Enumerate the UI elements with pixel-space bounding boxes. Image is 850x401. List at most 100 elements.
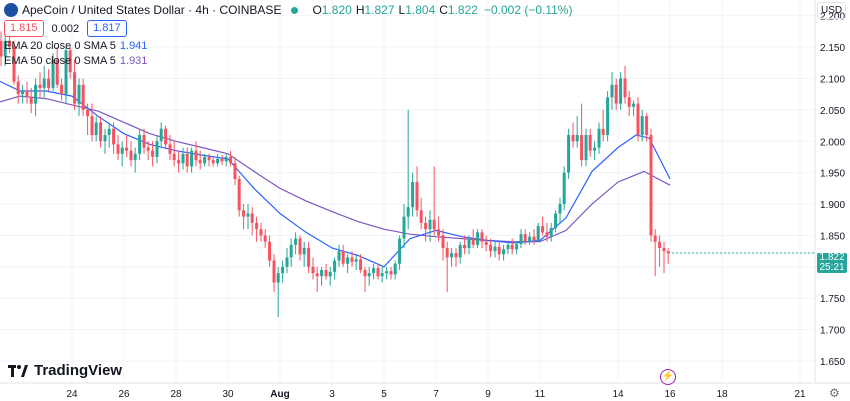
candle — [133, 147, 137, 173]
candle — [233, 156, 237, 186]
y-tick-label: 2.000 — [820, 137, 845, 148]
candle — [276, 266, 280, 318]
candle-body — [372, 268, 376, 274]
candles — [0, 31, 670, 318]
price-axis[interactable]: 2.200 2.150 2.100 2.050 2.000 1.950 1.900 1.850… — [820, 12, 845, 368]
lightning-icon[interactable]: ⚡ — [660, 369, 676, 385]
candle-body — [367, 273, 371, 277]
candle-body — [415, 182, 419, 211]
candle-body — [489, 244, 493, 252]
y-tick-label: 2.150 — [820, 43, 845, 54]
spread-value: 0.002 — [51, 22, 80, 35]
y-tick-label: 2.050 — [820, 106, 845, 117]
candle-body — [328, 271, 332, 277]
x-tick-label: 16 — [664, 389, 676, 400]
candle — [398, 235, 402, 270]
candle — [450, 248, 454, 267]
currency-selector[interactable]: USD — [817, 2, 846, 19]
ema20-legend[interactable]: EMA 20 close 0 SMA 5 1.941 — [4, 40, 147, 52]
candle-body — [138, 134, 142, 154]
candle-body — [246, 213, 250, 217]
buy-button[interactable]: 1.817 — [87, 20, 127, 37]
candle-body — [619, 78, 623, 104]
ema50-label: EMA 50 close 0 SMA 5 — [4, 55, 116, 67]
candle-body — [285, 257, 289, 267]
candle — [549, 222, 553, 242]
candle — [649, 128, 653, 242]
candle — [619, 72, 623, 110]
tradingview-logo-icon — [8, 364, 28, 377]
x-tick-label: 11 — [535, 389, 546, 400]
candle-body — [497, 246, 501, 255]
candle — [333, 257, 337, 280]
candle-body — [94, 122, 98, 135]
candle-body — [385, 271, 389, 274]
candle-body — [554, 213, 558, 228]
candle-body — [359, 259, 363, 270]
candle — [90, 103, 94, 142]
candle-body — [454, 253, 458, 258]
candle-body — [55, 59, 59, 85]
candle — [55, 47, 59, 88]
candle-body — [51, 59, 55, 88]
candle — [627, 91, 631, 117]
candle — [393, 260, 397, 280]
candle — [42, 65, 46, 98]
gear-icon[interactable]: ⚙ — [829, 386, 840, 400]
ema50-legend[interactable]: EMA 50 close 0 SMA 5 1.931 — [4, 55, 147, 67]
candle-body — [593, 147, 597, 151]
candle-body — [411, 182, 415, 208]
candle-body — [302, 248, 306, 255]
candle — [272, 254, 276, 292]
candle-body — [528, 236, 532, 242]
candle — [51, 53, 55, 92]
legend-header: ApeCoin / United States Dollar · 4h · CO… — [0, 0, 740, 20]
candle — [263, 229, 267, 249]
candle — [476, 229, 480, 249]
sell-button[interactable]: 1.815 — [4, 20, 44, 37]
candle-body — [337, 251, 341, 261]
y-tick-label: 2.200 — [820, 12, 845, 23]
last-price-tag: 1.822 25:21 — [817, 253, 847, 273]
candle — [354, 255, 358, 270]
candle-body — [237, 178, 241, 211]
candle-body — [107, 128, 111, 135]
candle — [411, 172, 415, 217]
candle-body — [21, 91, 25, 95]
time-axis[interactable]: 24 26 28 30 Aug 3 5 7 9 11 14 16 18 21 — [66, 389, 806, 400]
candle-body — [450, 253, 454, 258]
candle — [497, 241, 501, 261]
ema50-value: 1.931 — [119, 55, 148, 67]
candle — [662, 241, 666, 274]
candle — [606, 91, 610, 142]
x-tick-label: 26 — [118, 389, 130, 400]
symbol-title[interactable]: ApeCoin / United States Dollar · 4h · CO… — [22, 3, 282, 17]
candle — [402, 204, 406, 249]
candle-body — [185, 153, 189, 167]
candle-body — [380, 273, 384, 277]
tradingview-logo[interactable]: TradingView — [8, 362, 122, 379]
candle — [168, 134, 172, 161]
candle — [424, 216, 428, 242]
candle — [562, 166, 566, 211]
candle — [454, 248, 458, 267]
y-tick-label: 1.650 — [820, 357, 845, 368]
candle-body — [42, 78, 46, 88]
candle — [172, 141, 176, 167]
candle-body — [216, 158, 220, 164]
candle-body — [666, 251, 670, 254]
branding-text: TradingView — [34, 362, 123, 379]
candle — [597, 122, 601, 154]
candle — [463, 235, 467, 255]
candle — [489, 238, 493, 258]
candle-body — [151, 150, 155, 157]
candle — [584, 128, 588, 167]
x-tick-label: 9 — [485, 389, 491, 400]
ema50-line — [0, 95, 671, 243]
candle-body — [627, 97, 631, 107]
candle — [0, 31, 3, 66]
candle-body — [606, 97, 610, 135]
candle — [645, 113, 649, 142]
candle — [558, 197, 562, 223]
